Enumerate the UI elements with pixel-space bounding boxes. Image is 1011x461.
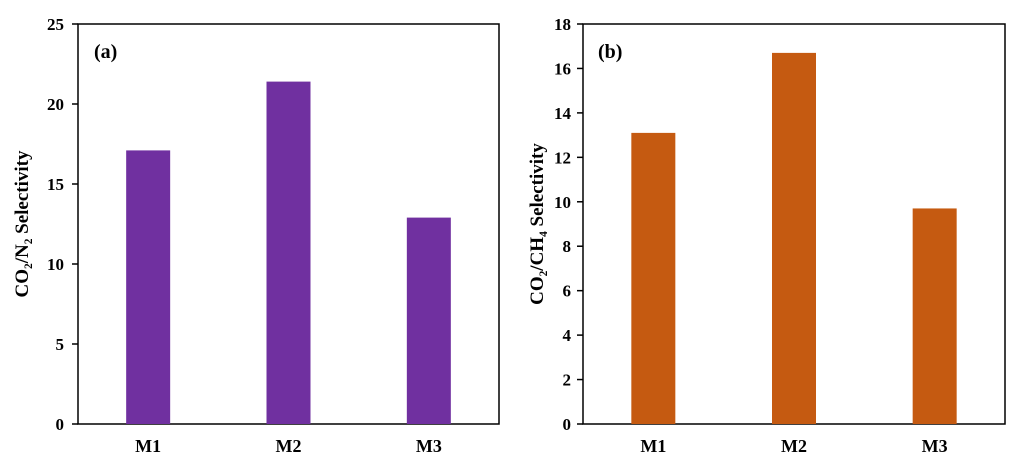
y-tick-label: 5 <box>56 335 65 354</box>
y-tick-label: 6 <box>563 282 572 301</box>
panel-label: (a) <box>94 41 117 63</box>
y-axis-ticks: 0 5 10 15 20 25 <box>47 15 78 434</box>
y-tick-label: 20 <box>47 95 64 114</box>
y-tick-label: 14 <box>554 104 572 123</box>
bar-m1 <box>126 150 171 424</box>
y-tick-label: 0 <box>563 415 572 434</box>
y-axis-ticks: 0 2 4 6 8 10 12 14 16 18 <box>554 15 583 434</box>
y-tick-label: 8 <box>563 237 572 256</box>
x-category-label: M1 <box>640 436 666 456</box>
panel-label: (b) <box>598 41 622 63</box>
y-tick-label: 12 <box>554 148 571 167</box>
bar-m2 <box>772 52 816 425</box>
bar-series <box>631 52 957 425</box>
bar-m1 <box>631 132 676 424</box>
y-tick-label: 15 <box>47 175 64 194</box>
y-tick-label: 4 <box>563 326 572 345</box>
bar-m2 <box>266 81 311 424</box>
x-axis-categories: M1 M2 M3 <box>640 436 947 456</box>
chart-panel-a: (a) CO₂/N₂ Selectivity 0 5 10 15 20 25 M1 M2 M3 <box>12 15 500 456</box>
y-tick-label: 10 <box>47 255 64 274</box>
x-category-label: M2 <box>781 436 807 456</box>
x-category-label: M2 <box>276 436 302 456</box>
y-tick-label: 25 <box>47 15 64 34</box>
y-tick-label: 0 <box>56 415 65 434</box>
bar-series <box>126 81 451 424</box>
y-axis-title: CO₂/CH₄ Selectivity <box>527 143 548 305</box>
x-category-label: M3 <box>922 436 948 456</box>
bar-m3 <box>912 208 957 424</box>
y-axis-title: CO₂/N₂ Selectivity <box>12 150 33 297</box>
chart-panel-b: (b) CO₂/CH₄ Selectivity 024681012141618 … <box>527 15 1006 456</box>
x-axis-categories: M1 M2 M3 <box>135 436 442 456</box>
y-tick-label: 16 <box>554 59 571 78</box>
y-tick-label: 10 <box>554 193 571 212</box>
y-tick-label: 18 <box>554 15 571 34</box>
x-category-label: M1 <box>135 436 161 456</box>
x-category-label: M3 <box>416 436 442 456</box>
y-tick-label: 2 <box>563 371 572 390</box>
bar-m3 <box>406 217 451 424</box>
